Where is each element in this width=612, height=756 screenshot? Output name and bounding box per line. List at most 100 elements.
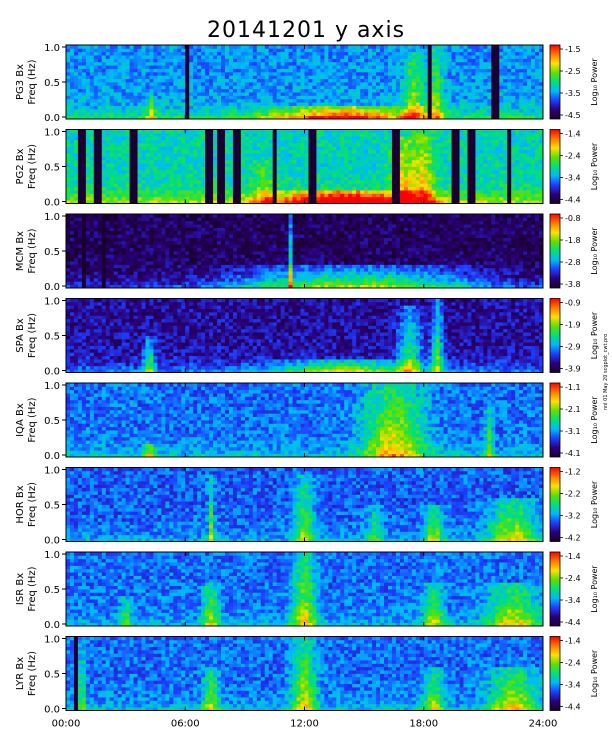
heatmap-cell — [289, 183, 293, 187]
heatmap-cell — [301, 55, 305, 59]
heatmap-cell — [320, 75, 324, 79]
heatmap-cell — [98, 193, 102, 197]
heatmap-cell — [217, 173, 221, 177]
heatmap-cell — [293, 85, 297, 89]
heatmap-cell — [460, 156, 464, 160]
heatmap-cell — [114, 55, 118, 59]
heatmap-cell — [273, 190, 277, 194]
heatmap-cell — [237, 130, 241, 134]
heatmap-cell — [86, 140, 90, 144]
heatmap-cell — [352, 85, 356, 89]
heatmap-cell — [185, 109, 189, 113]
heatmap-cell — [384, 48, 388, 52]
heatmap-cell — [157, 143, 161, 147]
heatmap-cell — [265, 183, 269, 187]
heatmap-cell — [165, 69, 169, 73]
heatmap-cell — [94, 150, 98, 154]
heatmap-cell — [348, 75, 352, 79]
heatmap-cell — [177, 58, 181, 62]
heatmap-cell — [408, 58, 412, 62]
heatmap-cell — [102, 177, 106, 181]
heatmap-cell — [193, 177, 197, 181]
heatmap-cell — [531, 52, 535, 56]
heatmap-cell — [265, 58, 269, 62]
heatmap-cell — [122, 130, 126, 134]
heatmap-cell — [273, 187, 277, 191]
heatmap-cell — [380, 79, 384, 83]
heatmap-cell — [392, 180, 396, 184]
heatmap-cell — [66, 99, 70, 103]
heatmap-cell — [471, 163, 475, 167]
heatmap-cell — [384, 65, 388, 69]
heatmap-cell — [245, 183, 249, 187]
heatmap-cell — [70, 180, 74, 184]
heatmap-cell — [368, 65, 372, 69]
heatmap-cell — [527, 95, 531, 99]
heatmap-cell — [181, 190, 185, 194]
heatmap-cell — [308, 99, 312, 103]
heatmap-cell — [281, 146, 285, 150]
heatmap-cell — [328, 69, 332, 73]
heatmap-cell — [388, 190, 392, 194]
heatmap-cell — [479, 48, 483, 52]
heatmap-cell — [336, 112, 340, 116]
heatmap-cell — [157, 69, 161, 73]
heatmap-cell — [126, 133, 130, 137]
heatmap-cell — [209, 79, 213, 83]
heatmap-cell — [142, 85, 146, 89]
heatmap-cell — [257, 89, 261, 93]
heatmap-cell — [165, 167, 169, 171]
heatmap-cell — [368, 143, 372, 147]
heatmap-cell — [157, 173, 161, 177]
heatmap-cell — [102, 82, 106, 86]
heatmap-cell — [436, 133, 440, 137]
heatmap-cell — [531, 72, 535, 76]
heatmap-cell — [348, 48, 352, 52]
heatmap-cell — [126, 130, 130, 134]
heatmap-cell — [70, 102, 74, 106]
heatmap-cell — [471, 55, 475, 59]
heatmap-cell — [448, 112, 452, 116]
heatmap-cell — [281, 163, 285, 167]
heatmap-cell — [396, 45, 400, 49]
heatmap-cell — [277, 133, 281, 137]
heatmap-cell — [352, 112, 356, 116]
heatmap-cell — [328, 197, 332, 201]
heatmap-cell — [153, 45, 157, 49]
heatmap-cell — [82, 48, 86, 52]
heatmap-cell — [185, 69, 189, 73]
heatmap-cell — [312, 193, 316, 197]
heatmap-cell — [523, 75, 527, 79]
heatmap-cell — [511, 102, 515, 106]
heatmap-cell — [436, 69, 440, 73]
heatmap-cell — [169, 109, 173, 113]
heatmap-cell — [130, 99, 134, 103]
heatmap-cell — [479, 72, 483, 76]
heatmap-cell — [511, 95, 515, 99]
heatmap-cell — [408, 130, 412, 134]
heatmap-cell — [340, 82, 344, 86]
heatmap-cell — [66, 72, 70, 76]
heatmap-cell — [384, 167, 388, 171]
heatmap-cell — [277, 177, 281, 181]
heatmap-cell — [237, 173, 241, 177]
heatmap-cell — [364, 177, 368, 181]
heatmap-cell — [384, 156, 388, 160]
heatmap-cell — [225, 180, 229, 184]
heatmap-cell — [265, 160, 269, 164]
heatmap-cell — [257, 112, 261, 116]
heatmap-cell — [320, 99, 324, 103]
heatmap-cell — [297, 177, 301, 181]
heatmap-cell — [444, 99, 448, 103]
heatmap-cell — [444, 48, 448, 52]
heatmap-cell — [285, 106, 289, 110]
heatmap-cell — [503, 62, 507, 66]
heatmap-cell — [217, 48, 221, 52]
heatmap-cell — [491, 69, 495, 73]
heatmap-cell — [201, 187, 205, 191]
heatmap-cell — [142, 167, 146, 171]
heatmap-cell — [161, 85, 165, 89]
heatmap-cell — [142, 89, 146, 93]
heatmap-cell — [70, 156, 74, 160]
heatmap-cell — [146, 146, 150, 150]
